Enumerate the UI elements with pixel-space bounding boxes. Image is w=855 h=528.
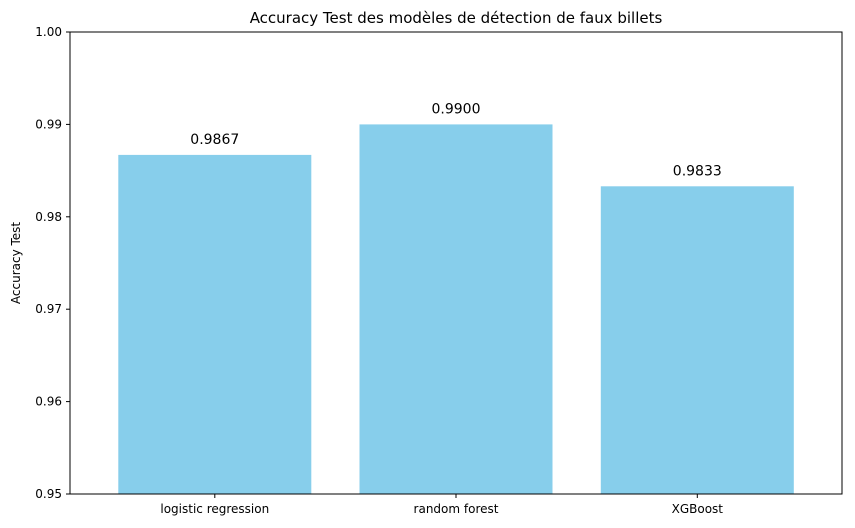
y-axis-label: Accuracy Test: [9, 222, 23, 305]
y-tick-label-5: 1.00: [35, 25, 62, 39]
y-tick-label-4: 0.99: [35, 117, 62, 131]
y-tick-label-0: 0.95: [35, 487, 62, 501]
y-tick-label-3: 0.98: [35, 210, 62, 224]
x-tick-label-2: XGBoost: [672, 502, 724, 516]
x-tick-label-0: logistic regression: [160, 502, 269, 516]
axes-frame: [69, 31, 843, 495]
bar-1: [359, 124, 553, 495]
data-label-0: 0.9867: [190, 132, 239, 148]
data-label-2: 0.9833: [673, 163, 722, 179]
plot-area: 0.9867 logistic regression 0.9900 random fo…: [35, 25, 843, 516]
y-tick-label-2: 0.97: [35, 302, 62, 316]
x-tick-label-1: random forest: [414, 502, 499, 516]
bar-0: [118, 154, 312, 494]
chart-title: Accuracy Test des modèles de détection d…: [250, 9, 663, 27]
y-tick-label-1: 0.96: [35, 395, 62, 409]
bar-2: [600, 186, 794, 495]
data-label-1: 0.9900: [432, 101, 481, 117]
